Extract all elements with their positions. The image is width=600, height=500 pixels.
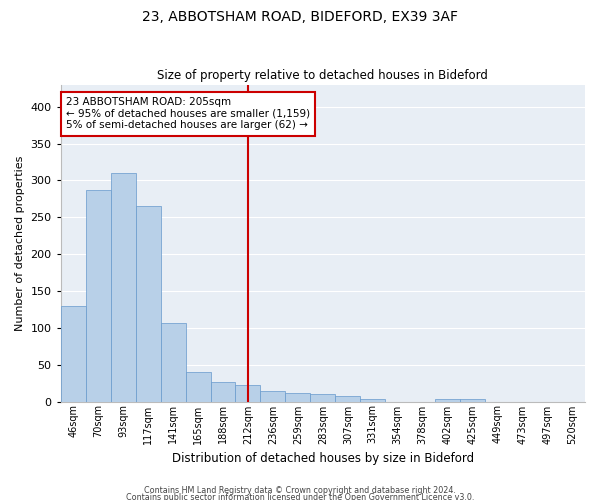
- Bar: [361, 400, 385, 402]
- Text: 23 ABBOTSHAM ROAD: 205sqm
← 95% of detached houses are smaller (1,159)
5% of sem: 23 ABBOTSHAM ROAD: 205sqm ← 95% of detac…: [66, 97, 310, 130]
- Bar: [110, 173, 136, 402]
- Bar: [286, 392, 310, 402]
- Text: Contains HM Land Registry data © Crown copyright and database right 2024.: Contains HM Land Registry data © Crown c…: [144, 486, 456, 495]
- Bar: [310, 394, 335, 402]
- Title: Size of property relative to detached houses in Bideford: Size of property relative to detached ho…: [157, 69, 488, 82]
- Bar: [136, 206, 161, 402]
- Bar: [161, 322, 185, 402]
- Bar: [335, 396, 361, 402]
- Bar: [86, 190, 110, 402]
- Text: Contains public sector information licensed under the Open Government Licence v3: Contains public sector information licen…: [126, 494, 474, 500]
- X-axis label: Distribution of detached houses by size in Bideford: Distribution of detached houses by size …: [172, 452, 474, 465]
- Bar: [235, 384, 260, 402]
- Bar: [435, 398, 460, 402]
- Bar: [61, 306, 86, 402]
- Bar: [185, 372, 211, 402]
- Text: 23, ABBOTSHAM ROAD, BIDEFORD, EX39 3AF: 23, ABBOTSHAM ROAD, BIDEFORD, EX39 3AF: [142, 10, 458, 24]
- Bar: [460, 400, 485, 402]
- Bar: [260, 391, 286, 402]
- Bar: [211, 382, 235, 402]
- Y-axis label: Number of detached properties: Number of detached properties: [15, 156, 25, 330]
